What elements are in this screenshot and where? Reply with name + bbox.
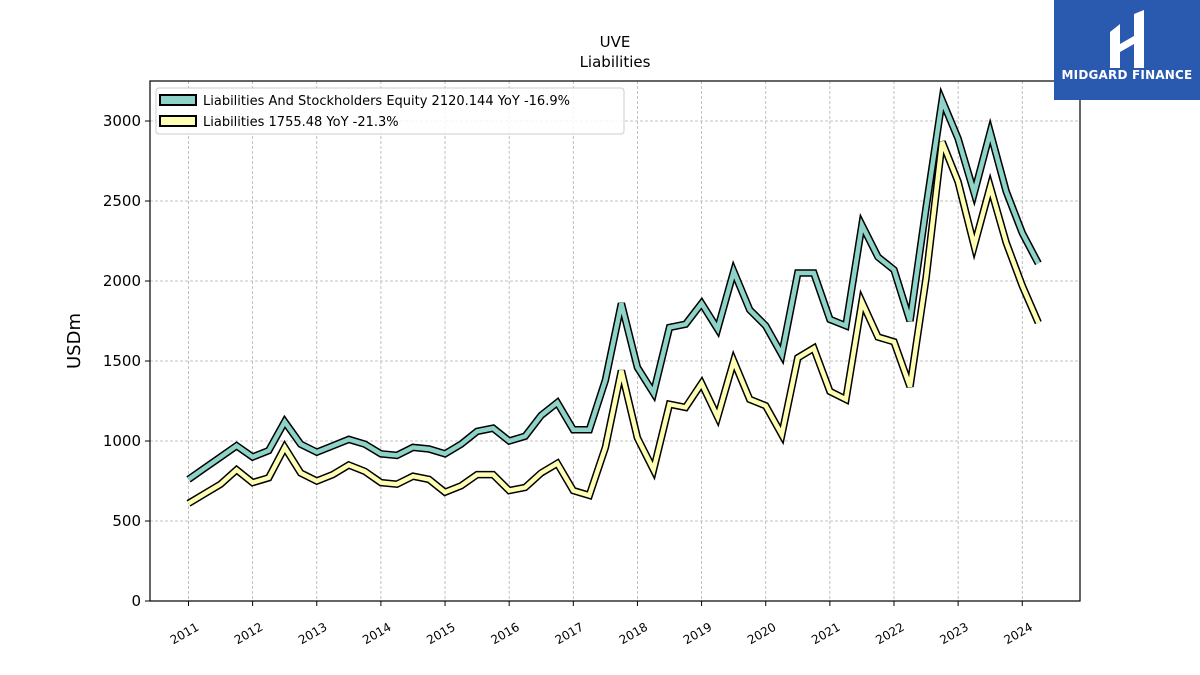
- x-tick-label: 2018: [617, 620, 650, 647]
- x-tick-label: 2021: [809, 620, 842, 647]
- y-tick-label: 500: [112, 512, 141, 530]
- brand-logo: MIDGARD FINANCE: [1054, 0, 1200, 100]
- x-tick-label: 2011: [168, 620, 201, 647]
- legend-swatch-0: [159, 94, 197, 106]
- x-tick-label: 2014: [360, 620, 393, 647]
- legend-box: [155, 87, 625, 135]
- x-tick-label: 2019: [681, 620, 714, 647]
- x-tick-label: 2022: [873, 620, 906, 647]
- chart-title: UVE: [600, 33, 631, 51]
- legend-label-0: Liabilities And Stockholders Equity 2120…: [203, 94, 570, 109]
- legend-label-1: Liabilities 1755.48 YoY -21.3%: [203, 115, 399, 130]
- y-tick-label: 3000: [103, 112, 141, 130]
- y-tick-label: 2000: [103, 272, 141, 290]
- y-tick-label: 2500: [103, 192, 141, 210]
- series-0-line: [187, 91, 1041, 482]
- x-tick-label: 2013: [296, 620, 329, 647]
- grid: [150, 81, 1080, 602]
- x-tick-label: 2020: [745, 620, 778, 647]
- x-tick-label: 2016: [488, 620, 521, 647]
- x-tick-label: 2012: [232, 620, 265, 647]
- plot-frame: [149, 80, 1081, 602]
- x-tick-label: 2015: [424, 620, 457, 647]
- series-layer: [186, 86, 1042, 507]
- y-tick-label: 1000: [103, 432, 141, 450]
- x-tick-label: 2017: [553, 620, 586, 647]
- y-tick-label: 0: [131, 592, 141, 610]
- logo-mark-icon: [1110, 10, 1144, 68]
- y-axis-label: USDm: [64, 313, 85, 369]
- series-1-line: [187, 140, 1041, 506]
- x-tick-label: 2024: [1002, 620, 1035, 647]
- x-tick-label: 2023: [937, 620, 970, 647]
- x-axis: 2011 2012 2013 2014 2015 2016 2017 2018 2019 2020…: [168, 601, 1035, 647]
- y-tick-label: 1500: [103, 352, 141, 370]
- chart-subtitle: Liabilities: [580, 53, 651, 71]
- legend-swatch-1: [159, 115, 197, 127]
- logo-text: MIDGARD FINANCE: [1061, 68, 1193, 82]
- y-axis: 0 500 1000 1500 2000 2500 3000: [103, 112, 150, 610]
- legend: Liabilities And Stockholders Equity 2120…: [155, 87, 625, 135]
